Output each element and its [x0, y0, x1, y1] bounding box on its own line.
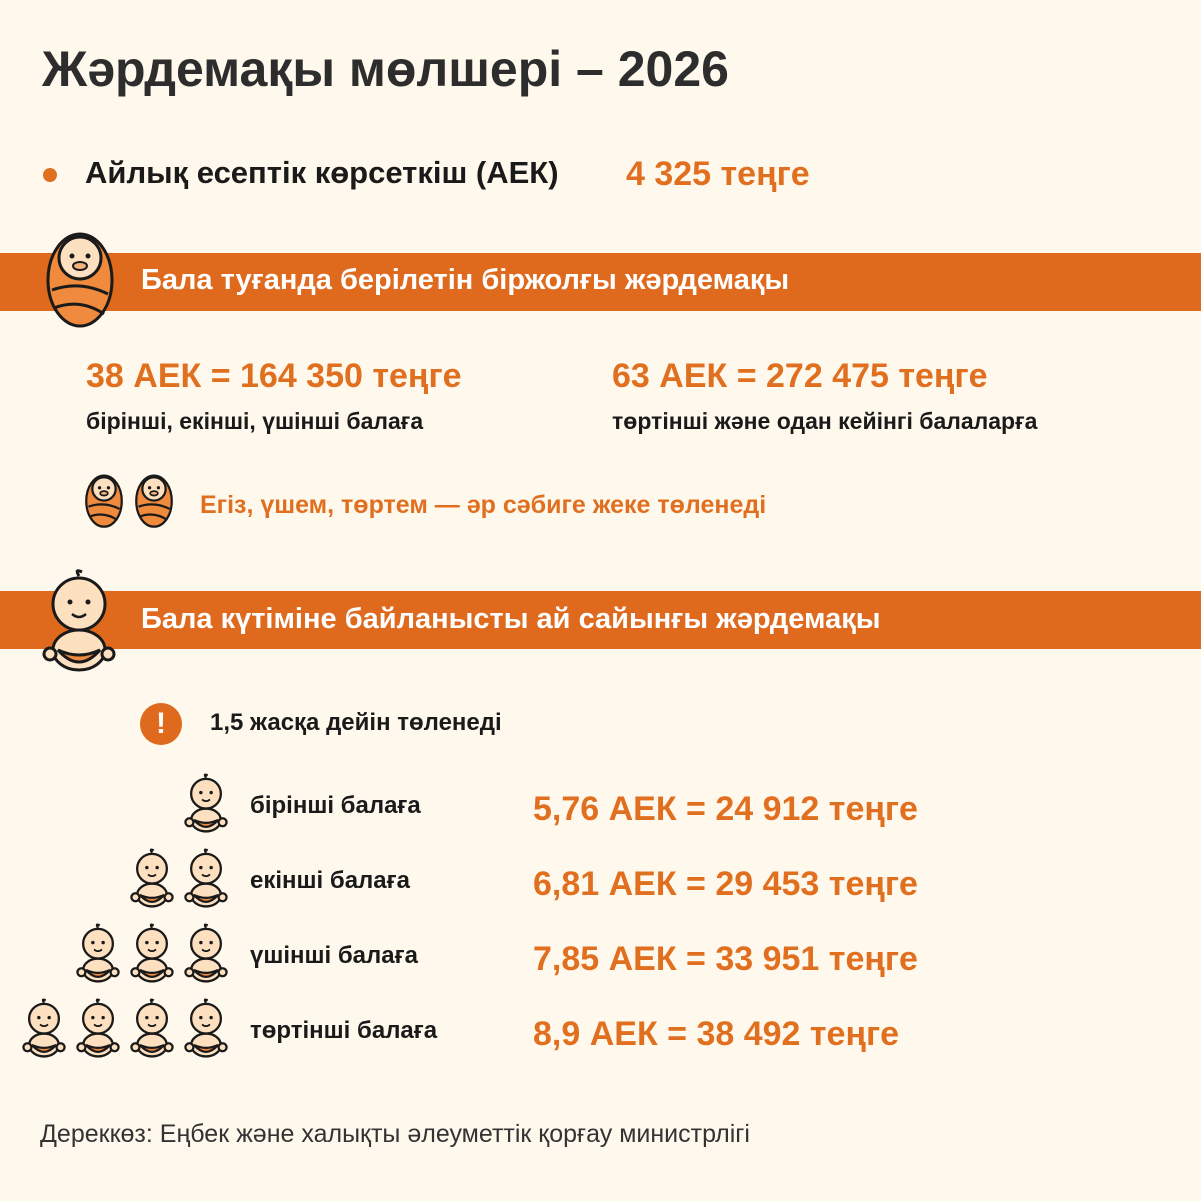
care-row-label: екінші балаға	[250, 867, 410, 894]
small-baby-icon	[130, 848, 174, 908]
aek-label: Айлық есептік көрсеткіш (АЕК)	[85, 155, 559, 190]
small-baby-icon	[184, 923, 228, 983]
small-baby-icon	[184, 848, 228, 908]
small-baby-icon	[184, 773, 228, 833]
exclamation-icon: !	[140, 703, 182, 745]
twins-note: Егіз, үшем, төртем — әр сәбиге жеке төле…	[200, 491, 767, 519]
sitting-baby-icon	[42, 569, 116, 672]
source-note: Дереккөз: Еңбек және халықты әлеуметтік …	[40, 1120, 750, 1148]
swaddled-baby-icon	[135, 474, 173, 528]
birth-value-first: 38 АЕК = 164 350 теңге	[86, 357, 462, 395]
birth-caption-first: бірінші, екінші, үшінші балаға	[86, 408, 424, 434]
care-row-label: үшінші балаға	[250, 942, 418, 969]
bullet-dot	[43, 168, 57, 182]
page-title: Жәрдемақы мөлшері – 2026	[42, 41, 729, 97]
care-row-value: 8,9 АЕК = 38 492 теңге	[533, 1015, 900, 1053]
care-row-value: 7,85 АЕК = 33 951 теңге	[533, 940, 918, 978]
care-row-value: 5,76 АЕК = 24 912 теңге	[533, 790, 918, 828]
small-baby-icon	[184, 998, 228, 1058]
small-baby-icon	[130, 998, 174, 1058]
care-section-band	[0, 591, 1201, 649]
small-baby-icon	[22, 998, 66, 1058]
aek-value: 4 325 теңге	[626, 155, 810, 193]
care-row-value: 6,81 АЕК = 29 453 теңге	[533, 865, 918, 903]
care-row-label: төртінші балаға	[250, 1017, 438, 1044]
care-section-heading: Бала күтіміне байланысты ай сайынғы жәрд…	[141, 603, 881, 635]
birth-caption-fourth: төртінші және одан кейінгі балаларға	[612, 408, 1038, 434]
care-age-note: 1,5 жасқа дейін төленеді	[210, 709, 502, 736]
care-row-label: бірінші балаға	[250, 792, 421, 819]
birth-value-fourth: 63 АЕК = 272 475 теңге	[612, 357, 988, 395]
swaddled-baby-icon	[85, 474, 123, 528]
small-baby-icon	[76, 923, 120, 983]
birth-section-heading: Бала туғанда берілетін біржолғы жәрдемақ…	[141, 264, 790, 296]
small-baby-icon	[76, 998, 120, 1058]
birth-section-band	[0, 253, 1201, 311]
small-baby-icon	[130, 923, 174, 983]
swaddled-baby-icon	[46, 232, 114, 328]
